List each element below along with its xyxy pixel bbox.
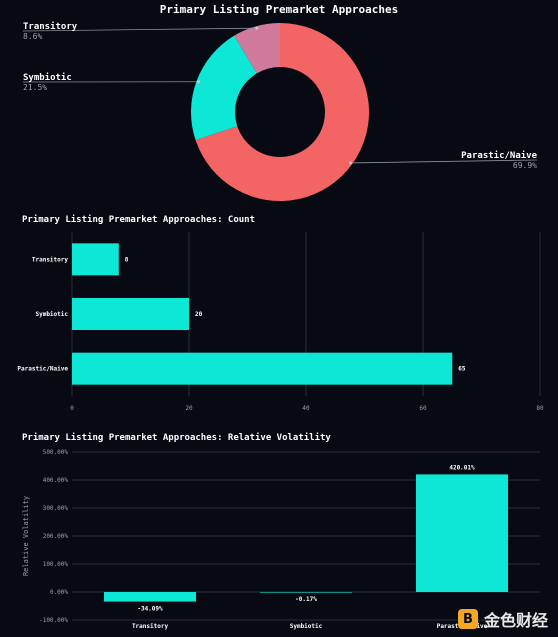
y-tick-label: Symbiotic [35,311,68,318]
y-axis-label: Relative Volatility [22,496,30,576]
bar-transitory [104,592,196,602]
bar-parastic-naive [72,352,453,385]
bar-value-label: -0.17% [295,596,317,603]
donut-leader-line [350,159,538,164]
donut-percent-transitory: 8.6% [23,32,42,41]
donut-leader-line [22,27,257,32]
donut-slice-transitory [234,23,280,74]
x-tick-label: Symbiotic [290,623,323,630]
donut-percent-symbiotic: 21.5% [23,83,47,92]
count-chart-title: Primary Listing Premarket Approaches: Co… [22,214,255,225]
donut-leader-dot [349,161,353,165]
count-bar-chart: 0 20 40 60 80 Transitory 8 Symbiotic 20 Parastic/… [17,232,544,412]
y-tick-label: 200.00% [43,533,69,540]
bar-symbiotic [72,298,189,330]
volatility-chart-title: Primary Listing Premarket Approaches: Re… [22,432,331,443]
x-tick-label: 20 [185,405,193,412]
y-tick-label: 300.00% [43,505,69,512]
donut-slice-symbiotic [191,35,257,141]
bar-value-label: 20 [195,311,203,318]
x-tick-label: 0 [70,405,74,412]
y-tick-label: 0.00% [50,589,68,596]
donut-slice-parastic-naive [195,23,369,201]
donut-label-parastic-naive: Parastic/Naive [461,150,537,161]
bar-value-label: -34.09% [137,606,163,613]
y-tick-label: Transitory [32,256,69,263]
y-tick-label: -100.00% [39,617,68,624]
bar-parastic-naive [416,474,508,592]
bar-value-label: 8 [125,256,129,263]
x-tick-label: 80 [536,405,544,412]
y-tick-label: 100.00% [43,561,69,568]
x-tick-label: 60 [419,405,427,412]
bar-symbiotic [260,592,352,593]
x-tick-label: 40 [302,405,310,412]
bar-transitory [72,243,119,276]
watermark-logo-icon: B [457,609,478,629]
donut-leader-dot [196,80,200,84]
x-tick-label: Transitory [132,623,169,630]
y-tick-label: Parastic/Naive [17,366,68,373]
donut-label-symbiotic: Symbiotic [23,72,72,83]
donut-title: Primary Listing Premarket Approaches [160,3,398,16]
donut-leader-dot [255,26,259,30]
y-tick-label: 400.00% [43,477,69,484]
volatility-bar-chart: 500.00% 400.00% 300.00% 200.00% 100.00% 0.00%… [22,449,540,630]
watermark: B 金色财经 [457,607,548,631]
bar-value-label: 65 [458,366,466,373]
donut-label-transitory: Transitory [23,21,78,32]
donut-percent-parastic-naive: 69.9% [513,161,537,170]
watermark-text: 金色财经 [483,611,548,630]
y-tick-label: 500.00% [43,449,69,456]
bar-value-label: 420.01% [449,464,475,471]
